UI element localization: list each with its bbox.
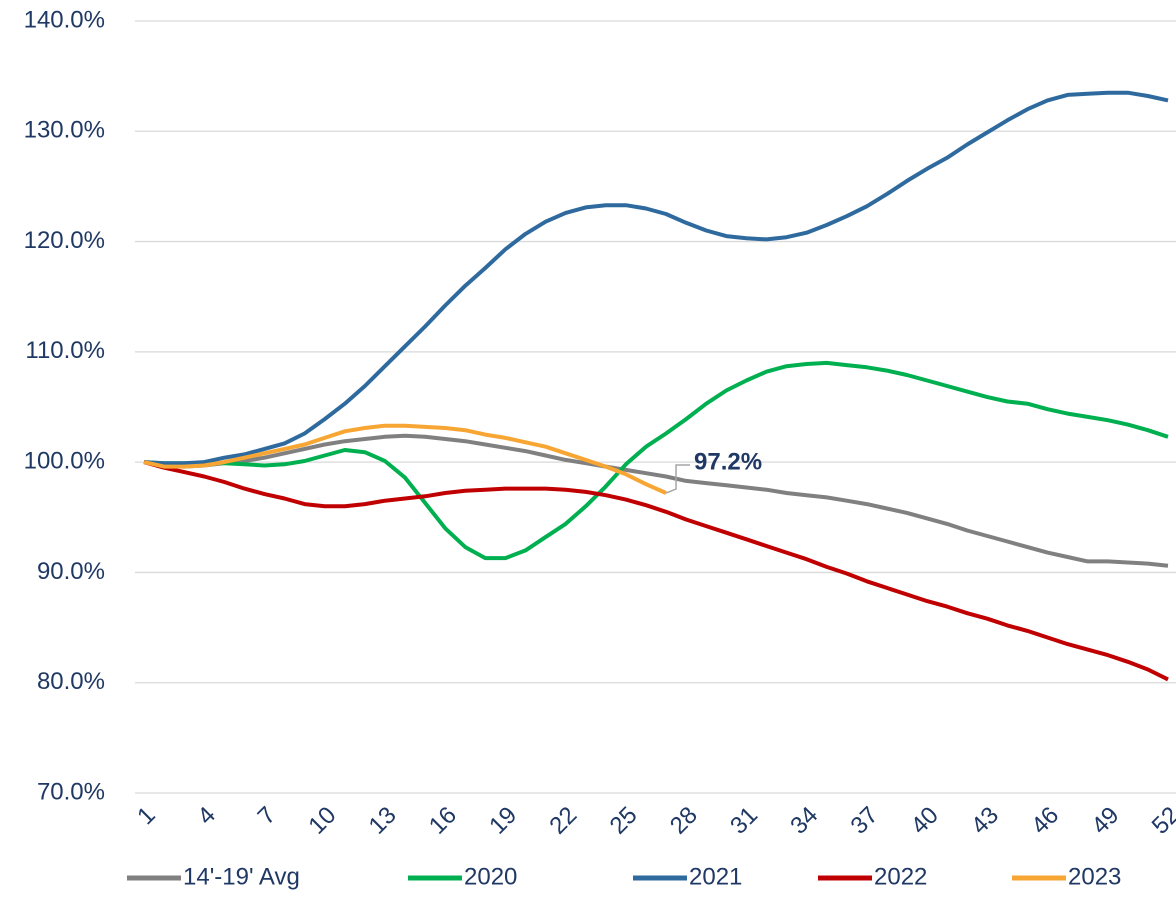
series-line (143, 360, 1169, 561)
y-tick-label: 80.0% (37, 668, 105, 695)
x-tick-label: 1 (132, 802, 161, 831)
y-tick-label: 110.0% (25, 337, 105, 364)
x-tick-label: 16 (424, 802, 462, 840)
y-tick-label: 70.0% (37, 778, 105, 805)
series-line (143, 90, 1169, 466)
series-line (143, 423, 667, 495)
x-tick-label: 37 (846, 802, 884, 840)
x-tick-label: 10 (303, 802, 341, 840)
x-tick-label: 52 (1147, 802, 1176, 840)
y-tick-label: 100.0% (24, 447, 105, 474)
x-tick-label: 7 (253, 802, 282, 831)
y-tick-label: 90.0% (37, 558, 105, 585)
y-tick-label: 130.0% (24, 117, 105, 144)
x-tick-label: 25 (605, 802, 643, 840)
series-line (143, 460, 1169, 682)
x-tick-label: 49 (1087, 802, 1125, 840)
x-tick-label: 28 (665, 802, 703, 840)
x-tick-label: 34 (785, 802, 823, 840)
x-tick-label: 19 (484, 802, 522, 840)
x-tick-label: 40 (906, 802, 944, 840)
x-tick-label: 31 (725, 802, 763, 840)
x-tick-label: 43 (966, 802, 1004, 840)
x-tick-label: 22 (544, 802, 582, 840)
x-tick-label: 13 (364, 802, 402, 840)
x-tick-label: 46 (1026, 802, 1064, 840)
y-tick-label: 120.0% (24, 227, 105, 254)
x-tick-label: 4 (192, 802, 221, 831)
legend-label: 2022 (874, 863, 927, 890)
legend-label: 2021 (689, 863, 742, 890)
legend-label: 2023 (1068, 863, 1121, 890)
legend-label: 14'-19' Avg (183, 863, 300, 890)
leader-line (665, 464, 691, 494)
series-line (143, 433, 1169, 568)
data-label: 97.2% (694, 448, 762, 475)
legend-label: 2020 (464, 863, 517, 890)
y-tick-label: 140.0% (24, 6, 105, 33)
